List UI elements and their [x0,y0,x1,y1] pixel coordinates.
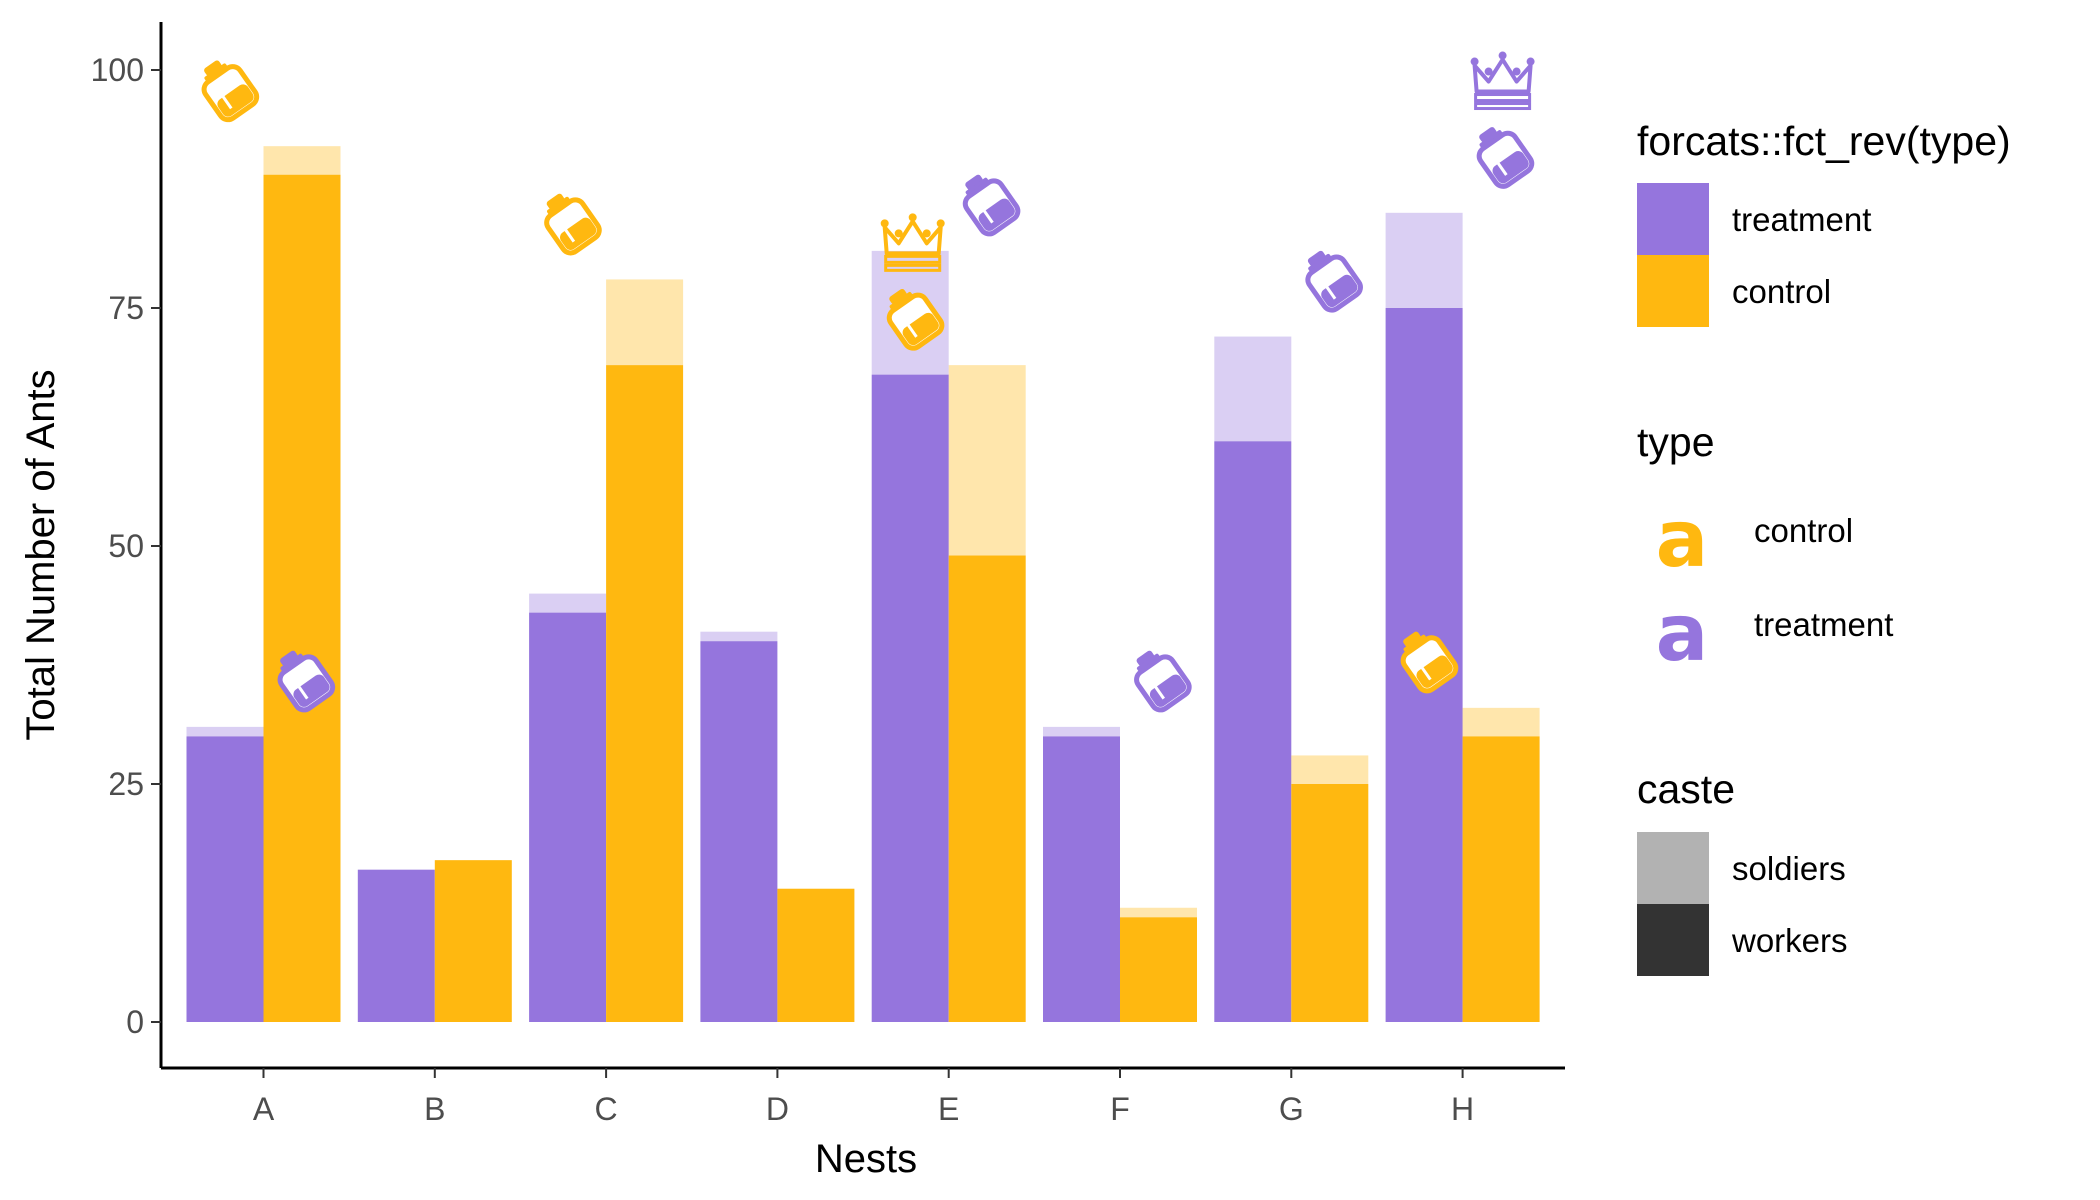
legend-caste-title: caste [1637,766,1735,812]
bar-treatment-workers-E [871,374,949,1022]
bar-control-workers-F [1120,917,1197,1022]
legend-fill-label-treatment: treatment [1732,201,1871,238]
y-tick-label-100: 100 [91,52,144,88]
x-tick-label-H: H [1451,1091,1474,1127]
baby-bottle-icon-E-treatment [962,174,1021,237]
bars-layer [186,146,1540,1023]
legend-type-label-treatment: treatment [1754,606,1893,643]
bar-treatment-workers-D [700,641,778,1022]
legend-caste-key-soldiers [1637,832,1709,904]
legend-caste-key-workers [1637,904,1709,976]
legend-type-label-control: control [1754,512,1853,549]
x-tick-label-B: B [424,1091,445,1127]
y-tick-label-50: 50 [108,528,144,564]
bar-treatment-workers-G [1214,441,1292,1022]
bar-treatment-soldiers-G [1214,336,1292,442]
y-tick-label-25: 25 [108,766,144,802]
legend-fill-key-treatment [1637,183,1709,255]
x-tick-label-G: G [1279,1091,1304,1127]
bar-control-workers-G [1291,784,1369,1022]
legend-fill-title: forcats::fct_rev(type) [1637,118,2011,164]
legend-fill-label-control: control [1732,273,1831,310]
baby-bottle-icon-A-treatment [277,650,336,713]
bar-control-workers-A [263,174,341,1023]
bar-control-soldiers-A [263,146,341,175]
bar-control-workers-E [948,555,1026,1022]
bar-control-soldiers-H [1462,707,1540,737]
y-tick-label-75: 75 [108,290,144,326]
legend-fill-key-control [1637,255,1709,327]
bar-treatment-workers-A [186,736,264,1022]
bar-control-soldiers-F [1120,907,1197,918]
legend-caste-label-workers: workers [1731,922,1848,959]
bar-treatment-soldiers-C [529,593,607,613]
bar-control-soldiers-C [606,279,684,366]
crown-icon-H-treatment [1470,51,1535,111]
crown-icon-E-control [880,213,945,272]
y-tick-label-0: 0 [126,1004,144,1040]
baby-bottle-icon-G-treatment [1305,250,1363,313]
bar-treatment-workers-B [357,869,435,1022]
bar-treatment-soldiers-H [1385,212,1463,308]
x-tick-label-F: F [1110,1091,1130,1127]
legend-caste-label-soldiers: soldiers [1732,850,1846,887]
x-tick-label-A: A [253,1091,275,1127]
y-axis-title: Total Number of Ants [19,369,63,740]
bar-treatment-soldiers-D [700,631,778,642]
legend-type-glyph-control: a [1656,495,1709,585]
bar-control-soldiers-E [948,365,1026,556]
legend-text-title: type [1637,419,1715,465]
bar-control-workers-H [1462,736,1540,1022]
bar-treatment-soldiers-A [186,726,264,737]
baby-bottle-icon-F-treatment [1134,650,1192,713]
baby-bottle-icon-H-treatment [1476,127,1535,189]
bar-treatment-workers-C [529,612,607,1022]
bar-control-workers-B [434,860,512,1022]
bar-control-workers-C [606,365,684,1022]
legend: forcats::fct_rev(type) type caste treatm… [1637,118,2011,976]
baby-bottle-icon-E-control [886,288,945,351]
bar-treatment-soldiers-F [1043,726,1120,737]
legend-type-glyph-treatment: a [1656,589,1709,679]
x-tick-label-D: D [766,1091,789,1127]
baby-bottle-icon-C-control [544,193,602,256]
baby-bottle-icon-H-control [1400,631,1459,694]
bar-control-workers-D [777,888,855,1022]
axes-layer: 0 25 50 75 100 A B C D E F G H [91,22,1565,1127]
bar-control-soldiers-G [1291,755,1369,784]
annotation-icons-layer [201,51,1535,713]
x-tick-label-C: C [595,1091,618,1127]
baby-bottle-icon-A-control [201,60,260,123]
x-axis-title: Nests [815,1137,917,1181]
x-tick-label-E: E [938,1091,959,1127]
bar-treatment-workers-F [1043,736,1120,1022]
